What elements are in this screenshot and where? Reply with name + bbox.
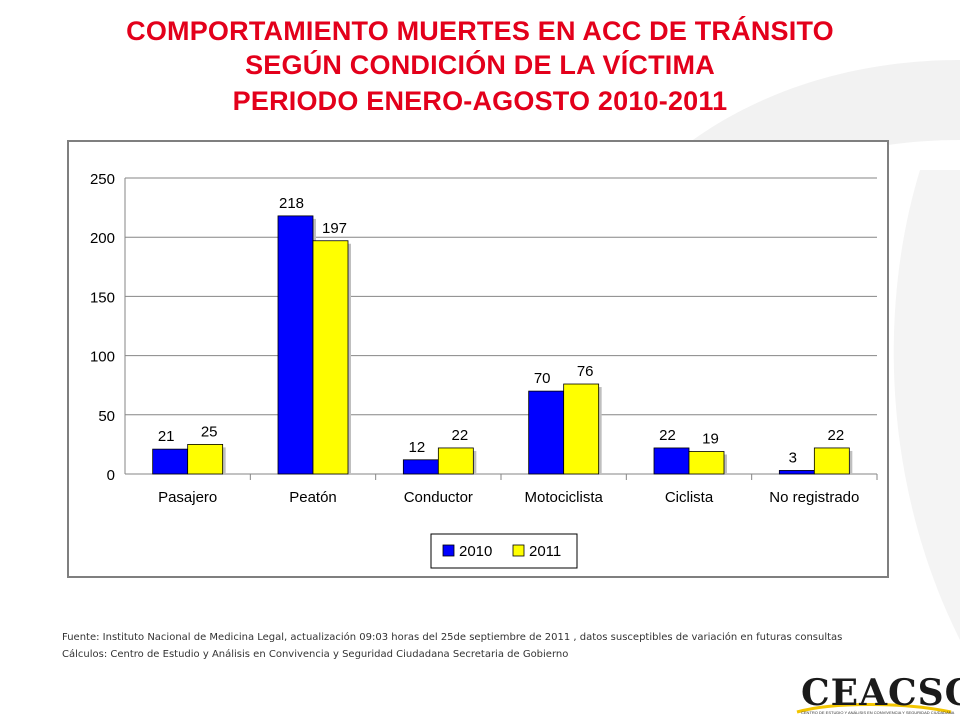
data-label: 3 bbox=[789, 449, 797, 466]
data-label: 25 bbox=[201, 423, 218, 440]
y-tick-label: 250 bbox=[90, 171, 115, 188]
data-label: 218 bbox=[279, 195, 304, 212]
y-tick-label: 50 bbox=[98, 408, 115, 425]
calculation-note: Cálculos: Centro de Estudio y Análisis e… bbox=[62, 649, 569, 660]
bar-2011-1 bbox=[312, 240, 349, 475]
data-label: 76 bbox=[577, 363, 594, 380]
legend-swatch-2010 bbox=[442, 544, 455, 557]
data-label: 22 bbox=[659, 427, 676, 444]
y-tick-label: 0 bbox=[107, 467, 115, 484]
bar-2011-0 bbox=[187, 443, 224, 475]
bar-2011-3 bbox=[563, 383, 600, 475]
bar-chart: 0 50 100 150 200 250 Pasajero 21 25 Peatón 218 197 C… bbox=[90, 171, 878, 569]
legend-label-2011: 2011 bbox=[529, 543, 561, 560]
data-label: 22 bbox=[827, 427, 844, 444]
y-tick-label: 200 bbox=[90, 230, 115, 247]
x-tick-label: Ciclista bbox=[665, 489, 714, 506]
legend-label-2010: 2010 bbox=[459, 543, 492, 560]
y-tick-label: 150 bbox=[90, 289, 115, 306]
data-label: 21 bbox=[158, 428, 175, 445]
legend-swatch-2011 bbox=[512, 544, 525, 557]
y-tick-label: 100 bbox=[90, 349, 115, 366]
logo-wordmark: CEACSC bbox=[801, 672, 960, 714]
data-label: 197 bbox=[322, 220, 347, 237]
bar-2010-0 bbox=[152, 448, 189, 475]
bar-2011-5 bbox=[813, 447, 850, 475]
page-title-line-1: COMPORTAMIENTO MUERTES EN ACC DE TRÁNSIT… bbox=[126, 16, 834, 46]
x-tick-label: No registrado bbox=[769, 489, 859, 506]
bar-2010-5 bbox=[778, 470, 815, 475]
data-label: 12 bbox=[408, 439, 425, 456]
data-label: 70 bbox=[534, 370, 551, 387]
logo-swoosh-icon bbox=[796, 703, 952, 714]
logo-subtitle: CENTRO DE ESTUDIO Y ANÁLISIS EN CONVIVEN… bbox=[801, 710, 955, 715]
source-note: Fuente: Instituto Nacional de Medicina L… bbox=[62, 632, 843, 643]
data-label: 19 bbox=[702, 431, 719, 448]
bar-2010-4 bbox=[653, 447, 690, 475]
bar-2010-1 bbox=[277, 215, 314, 475]
bar-2011-4 bbox=[688, 451, 725, 475]
data-label: 22 bbox=[451, 427, 468, 444]
bar-2010-3 bbox=[528, 390, 565, 475]
page-title-line-2: SEGÚN CONDICIÓN DE LA VÍCTIMA bbox=[245, 50, 715, 80]
x-tick-label: Pasajero bbox=[158, 489, 217, 506]
x-tick-label: Conductor bbox=[404, 489, 473, 506]
x-tick-label: Motociclista bbox=[524, 489, 603, 506]
ceacsc-logo: CEACSC CENTRO DE ESTUDIO Y ANÁLISIS EN C… bbox=[793, 672, 960, 718]
bar-2011-2 bbox=[437, 447, 474, 475]
x-tick-label: Peatón bbox=[289, 489, 337, 506]
bar-2010-2 bbox=[402, 459, 439, 475]
legend-box bbox=[430, 533, 578, 569]
chart-frame: 0 50 100 150 200 250 Pasajero 21 25 Peatón 218 197 C… bbox=[67, 140, 889, 578]
page-title-line-3: PERIODO ENERO-AGOSTO 2010-2011 bbox=[232, 86, 728, 116]
